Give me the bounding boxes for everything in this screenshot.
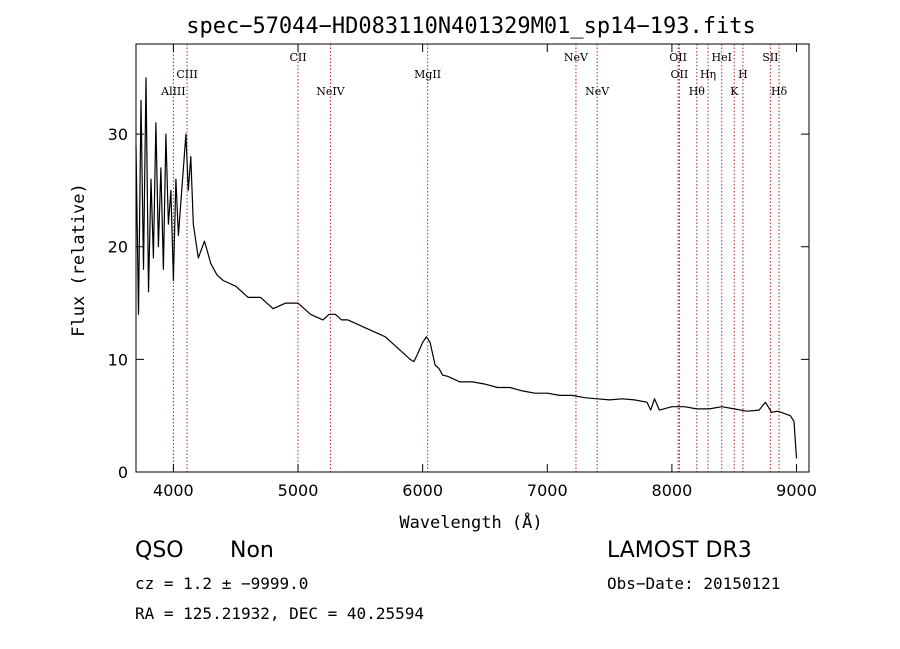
spectrum-line [135,77,798,459]
y-tick-label: 30 [108,125,128,144]
object-class: QSO [135,538,184,563]
x-tick-label: 8000 [652,481,693,500]
line-marker-label: Hη [700,68,716,81]
line-marker-label: SII [762,51,778,64]
x-tick-label: 4000 [153,481,194,500]
line-marker-label: H [738,68,748,81]
line-marker-label: Hθ [689,85,706,98]
x-tick-label: 7000 [527,481,568,500]
redshift-readout: cz = 1.2 ± −9999.0 [135,574,309,593]
y-tick-label: 20 [108,238,128,257]
line-marker-label: NeV [564,51,589,64]
object-subclass: Non [230,538,274,563]
line-marker-label: NeIV [316,85,345,98]
line-marker-label: NeV [585,85,610,98]
observation-date: Obs−Date: 20150121 [607,574,781,593]
y-tick-label: 10 [108,350,128,369]
x-tick-label: 5000 [278,481,319,500]
line-marker-label: OII [671,68,689,81]
x-tick-label: 6000 [402,481,443,500]
y-axis-label: Flux (relative) [69,183,89,337]
line-marker-label: K [730,85,739,98]
line-marker-label: HeI [712,51,732,64]
y-tick-label: 0 [118,463,128,482]
chart-title: spec−57044−HD083110N401329M01_sp14−193.f… [186,14,756,39]
line-marker-label: MgII [414,68,441,81]
plot-frame [135,43,810,473]
line-marker-label: Hδ [771,85,788,98]
line-marker-label: OII [669,51,687,64]
line-marker-label: CII [289,51,306,64]
line-marker-label: CIII [176,68,197,81]
x-axis-label: Wavelength (Å) [399,511,542,533]
x-tick-label: 9000 [776,481,817,500]
coordinates-readout: RA = 125.21932, DEC = 40.25594 [135,604,424,623]
line-marker-label: AlIII [160,85,186,98]
survey-name: LAMOST DR3 [607,538,752,563]
